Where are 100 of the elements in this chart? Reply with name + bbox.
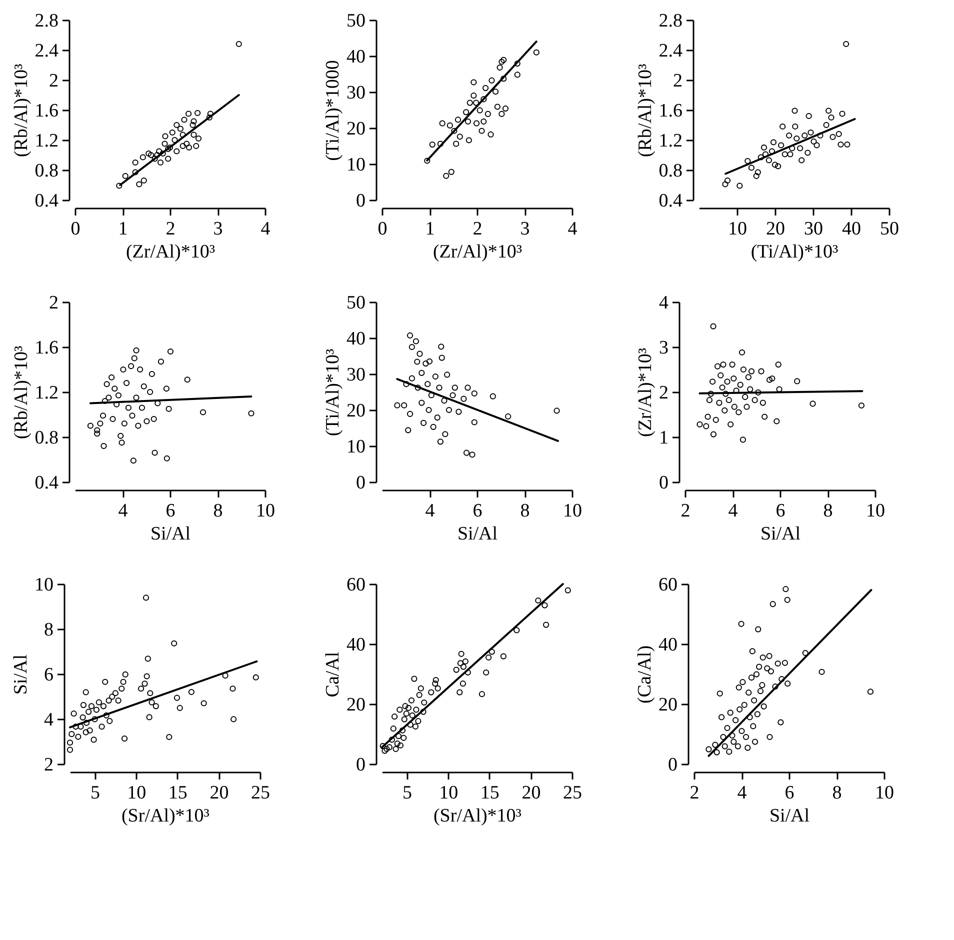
point [464, 450, 470, 456]
point [756, 664, 762, 670]
point [802, 132, 808, 139]
x-axis-title: Si/Al [150, 524, 191, 544]
y-tick-label: 2 [659, 382, 668, 404]
point [843, 40, 850, 48]
point [118, 432, 124, 439]
point [471, 419, 478, 426]
point [428, 689, 434, 696]
point [120, 366, 126, 373]
point [741, 702, 748, 708]
point [443, 172, 450, 179]
point [836, 130, 842, 138]
point [466, 137, 472, 144]
point [766, 376, 773, 383]
x-tick-label: 5 [402, 782, 412, 804]
point [402, 703, 408, 710]
y-tick-label: 1.6 [34, 100, 58, 122]
y-tick-label: 20 [346, 400, 366, 422]
point [102, 678, 108, 685]
point [486, 654, 492, 661]
point [708, 390, 714, 397]
point [162, 133, 168, 140]
point [388, 736, 395, 743]
point [230, 716, 237, 722]
point [135, 422, 142, 429]
x-tick-label: 6 [776, 500, 786, 522]
point [382, 748, 388, 754]
point [778, 719, 784, 726]
x-tick-label: 8 [823, 500, 833, 522]
point [554, 408, 560, 414]
point [86, 727, 93, 734]
point [712, 416, 719, 423]
point [123, 380, 130, 386]
point [456, 134, 463, 140]
point [722, 181, 728, 188]
point [165, 156, 172, 162]
point [248, 410, 254, 416]
x-tick-label: 6 [472, 500, 482, 522]
point [98, 724, 105, 730]
x-tick-label: 50 [880, 218, 899, 240]
x-tick-label: 1 [425, 218, 435, 240]
point [745, 374, 752, 380]
point [138, 686, 144, 692]
point [794, 135, 800, 142]
point [453, 140, 460, 147]
x-tick-label: 8 [213, 500, 223, 522]
point [797, 145, 804, 152]
point [784, 596, 790, 603]
point [478, 691, 486, 698]
point [80, 714, 86, 720]
point [484, 110, 491, 118]
point [136, 181, 142, 188]
point [496, 64, 503, 71]
point [760, 654, 766, 661]
point [160, 150, 166, 157]
x-tick-label: 25 [251, 782, 270, 804]
point [769, 375, 776, 382]
point [818, 668, 825, 675]
point [500, 653, 506, 660]
point [420, 708, 426, 715]
point [416, 692, 422, 698]
point [770, 601, 776, 608]
point [188, 688, 194, 696]
point [775, 362, 782, 368]
point [171, 640, 178, 646]
point [738, 728, 745, 734]
point [429, 142, 436, 148]
x-tick-label: 10 [866, 500, 885, 522]
point [798, 157, 805, 164]
point [147, 690, 154, 696]
point [94, 427, 100, 434]
x-axis-title: (Sr/Al)*10³ [121, 806, 210, 826]
point [174, 148, 180, 154]
y-tick-label: 60 [658, 574, 678, 596]
x-tick-label: 6 [784, 782, 794, 804]
point [755, 626, 762, 632]
x-tick-label: 4 [568, 218, 578, 240]
point [152, 450, 158, 456]
point [409, 712, 416, 718]
point [830, 134, 836, 140]
point [730, 738, 737, 745]
point [718, 714, 725, 720]
point [407, 722, 414, 728]
x-tick-label: 3 [213, 218, 223, 240]
point [94, 430, 100, 437]
point [428, 392, 434, 398]
y-tick-label: 2 [44, 754, 54, 776]
y-axis-title: (Zr/Al)*10³ [635, 348, 656, 438]
point [106, 698, 112, 704]
point [724, 378, 730, 385]
point [146, 150, 152, 157]
point [222, 672, 228, 679]
point [195, 135, 202, 142]
point [133, 394, 140, 401]
y-tick-label: 0.8 [658, 160, 682, 182]
y-axis-title: (Ti/Al)*1000 [322, 60, 344, 161]
point [457, 660, 464, 666]
point [452, 384, 458, 391]
x-tick-label: 4 [425, 500, 436, 522]
